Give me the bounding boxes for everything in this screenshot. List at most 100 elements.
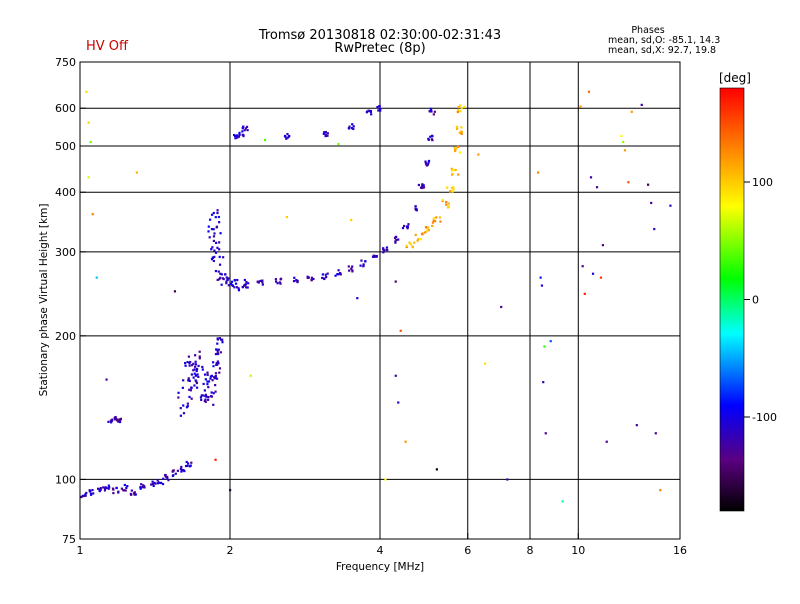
echo-point bbox=[292, 279, 296, 283]
echo-point bbox=[154, 482, 157, 485]
echo-point bbox=[212, 392, 215, 395]
echo-point bbox=[174, 472, 177, 475]
echo-point bbox=[192, 362, 195, 365]
echo-point bbox=[241, 286, 245, 289]
echo-point bbox=[214, 251, 218, 254]
echo-point bbox=[84, 493, 87, 496]
echo-point bbox=[217, 215, 221, 219]
echo-point bbox=[352, 127, 355, 131]
echo-point bbox=[183, 361, 187, 365]
echo-point bbox=[211, 213, 214, 216]
echo-point bbox=[238, 133, 241, 136]
echo-point bbox=[99, 487, 102, 490]
echo-point bbox=[107, 487, 110, 490]
echo-point bbox=[370, 113, 373, 116]
echo-point bbox=[421, 183, 424, 186]
echo-point bbox=[91, 213, 94, 216]
echo-point bbox=[123, 489, 126, 492]
echo-point bbox=[92, 492, 95, 495]
echo-point bbox=[324, 273, 327, 276]
echo-point bbox=[236, 286, 239, 289]
echo-point bbox=[96, 487, 100, 490]
y-tick-label: 600 bbox=[55, 102, 76, 115]
echo-point bbox=[237, 287, 240, 290]
echo-point bbox=[366, 110, 369, 113]
echo-point bbox=[310, 279, 313, 282]
echo-point bbox=[212, 235, 216, 238]
echo-point bbox=[457, 105, 460, 109]
echo-point bbox=[669, 204, 672, 207]
echo-point bbox=[447, 205, 451, 208]
echo-point bbox=[599, 276, 603, 279]
echo-point bbox=[181, 469, 184, 472]
echo-point bbox=[216, 360, 219, 363]
echo-point bbox=[601, 244, 605, 247]
echo-point bbox=[458, 131, 461, 134]
echo-point bbox=[339, 273, 342, 276]
echo-point bbox=[351, 270, 354, 273]
echo-point bbox=[408, 241, 411, 244]
echo-point bbox=[441, 199, 444, 202]
echo-point bbox=[424, 162, 428, 165]
echo-point bbox=[339, 271, 342, 275]
x-tick-label: 8 bbox=[527, 544, 534, 557]
echo-point bbox=[243, 284, 246, 287]
echo-point bbox=[653, 227, 656, 231]
echo-point bbox=[431, 135, 434, 138]
y-tick-label: 750 bbox=[55, 56, 76, 69]
echo-point bbox=[650, 201, 653, 205]
echo-point bbox=[241, 130, 244, 133]
echo-point bbox=[222, 256, 225, 259]
echo-point bbox=[216, 348, 219, 351]
echo-point bbox=[95, 276, 98, 279]
echo-point bbox=[162, 477, 165, 480]
echo-point bbox=[360, 259, 363, 262]
echo-point bbox=[160, 481, 163, 485]
echo-point bbox=[91, 488, 94, 492]
echo-point bbox=[447, 202, 450, 205]
echo-point bbox=[394, 374, 397, 377]
echo-point bbox=[133, 491, 136, 494]
echo-point bbox=[426, 163, 430, 166]
echo-point bbox=[214, 216, 217, 219]
echo-point bbox=[117, 420, 120, 423]
echo-point bbox=[213, 255, 216, 259]
echo-point bbox=[241, 133, 244, 136]
echo-point bbox=[219, 338, 223, 341]
echo-point bbox=[422, 184, 425, 187]
echo-point bbox=[561, 500, 564, 503]
echo-point bbox=[139, 487, 142, 490]
x-tick-label: 1 bbox=[77, 544, 84, 557]
echo-point bbox=[326, 132, 329, 135]
echo-point bbox=[453, 146, 456, 149]
echo-point bbox=[427, 137, 430, 140]
echo-point bbox=[184, 364, 187, 367]
echo-point bbox=[296, 280, 299, 283]
echo-point bbox=[80, 495, 83, 499]
echo-point bbox=[206, 383, 209, 386]
echo-point bbox=[102, 486, 105, 489]
echo-point bbox=[451, 173, 454, 176]
echo-point bbox=[460, 107, 463, 110]
echo-point bbox=[213, 232, 216, 235]
chart-title-line2: RwPretec (8p) bbox=[334, 41, 425, 56]
echo-point bbox=[446, 186, 449, 189]
echo-point bbox=[87, 121, 90, 124]
echo-point bbox=[397, 238, 400, 241]
echo-point bbox=[182, 404, 185, 407]
echo-point bbox=[207, 398, 210, 401]
echo-point bbox=[210, 248, 213, 251]
echo-point bbox=[324, 130, 327, 134]
echo-point bbox=[105, 486, 108, 490]
echo-point bbox=[209, 377, 212, 380]
echo-point bbox=[204, 393, 207, 396]
echo-point bbox=[246, 286, 249, 289]
echo-point bbox=[654, 432, 657, 435]
echo-point bbox=[208, 218, 212, 221]
echo-point bbox=[125, 486, 128, 489]
echo-point bbox=[134, 493, 137, 496]
echo-point bbox=[194, 354, 197, 357]
echo-point bbox=[397, 401, 400, 404]
echo-point bbox=[640, 103, 643, 107]
echo-point bbox=[152, 484, 155, 488]
